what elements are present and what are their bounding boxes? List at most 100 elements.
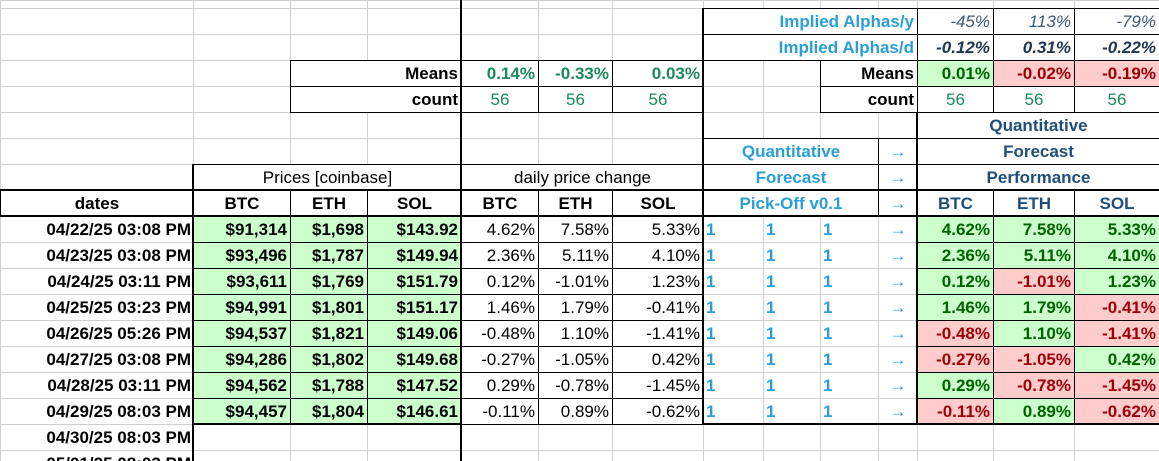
column-header: ETH xyxy=(993,190,1075,217)
price-change: -1.41% xyxy=(612,320,704,347)
pick: 1 xyxy=(766,375,776,395)
group-header: Forecast xyxy=(917,138,1159,165)
column-header: ETH xyxy=(290,190,368,217)
alpha-label: Implied Alphas/d xyxy=(703,34,918,61)
pick: 1 xyxy=(823,219,833,239)
performance: 5.11% xyxy=(993,242,1075,269)
price-change: 0.89% xyxy=(538,398,613,425)
pick: 1 xyxy=(766,271,776,291)
grid-line xyxy=(0,138,1159,139)
date: 04/24/25 03:11 PM xyxy=(47,271,191,291)
pick: 1 xyxy=(766,219,776,239)
border-line xyxy=(916,112,918,424)
summary-value: 56 xyxy=(993,86,1075,113)
summary-label: Means xyxy=(820,60,918,87)
date: 04/26/25 05:26 PM xyxy=(46,323,191,343)
price-change: 0.12% xyxy=(461,268,539,295)
pick: 1 xyxy=(706,245,716,265)
summary-value: -0.33% xyxy=(538,60,613,87)
pick: 1 xyxy=(706,401,716,421)
grid-line xyxy=(820,0,821,461)
group-header: Pick-Off v0.1 xyxy=(703,190,879,217)
performance: -0.78% xyxy=(993,372,1075,399)
price-change: -0.78% xyxy=(538,372,613,399)
border-line xyxy=(193,423,461,425)
price: $151.17 xyxy=(367,294,462,321)
performance: 1.23% xyxy=(1074,268,1159,295)
arrow: → xyxy=(889,375,907,395)
performance: 4.10% xyxy=(1074,242,1159,269)
group-header: daily price change xyxy=(461,164,704,191)
performance: -0.41% xyxy=(1074,294,1159,321)
column-header: SOL xyxy=(612,190,704,217)
price: $1,802 xyxy=(290,346,368,373)
alpha-value: -79% xyxy=(1074,8,1159,35)
grid-line xyxy=(0,0,1159,1)
price: $94,537 xyxy=(193,320,291,347)
grid-line xyxy=(0,8,1159,9)
price-change: 4.62% xyxy=(461,216,539,243)
group-header: Quantitative xyxy=(917,112,1159,139)
summary-value: 0.14% xyxy=(461,60,539,87)
price: $143.92 xyxy=(367,216,462,243)
alpha-value: 0.31% xyxy=(993,34,1075,61)
column-header: dates xyxy=(0,190,194,217)
price: $94,457 xyxy=(193,398,291,425)
performance: 1.10% xyxy=(993,320,1075,347)
price: $91,314 xyxy=(193,216,291,243)
price: $149.94 xyxy=(367,242,462,269)
group-header: Performance xyxy=(917,164,1159,191)
price-change: 1.23% xyxy=(612,268,704,295)
summary-label: Means xyxy=(290,60,462,87)
pick: 1 xyxy=(706,349,716,369)
price: $149.06 xyxy=(367,320,462,347)
border-line xyxy=(0,215,1159,217)
summary-value: 56 xyxy=(461,86,539,113)
price-change: 1.46% xyxy=(461,294,539,321)
date: 04/29/25 08:03 PM xyxy=(46,401,191,421)
price: $1,698 xyxy=(290,216,368,243)
pick: 1 xyxy=(766,323,776,343)
date: 04/27/25 03:08 PM xyxy=(46,349,191,369)
price-change: -0.27% xyxy=(461,346,539,373)
arrow: → xyxy=(889,271,907,291)
price-change: 4.10% xyxy=(612,242,704,269)
date: 05/01/25 08:03 PM xyxy=(0,450,194,461)
arrow: → xyxy=(878,164,918,191)
summary-value: 56 xyxy=(1074,86,1159,113)
performance: -0.62% xyxy=(1074,398,1159,425)
pick: 1 xyxy=(823,271,833,291)
summary-value: 56 xyxy=(538,86,613,113)
price: $1,804 xyxy=(290,398,368,425)
border-line xyxy=(0,189,1159,191)
date: 04/22/25 03:08 PM xyxy=(46,219,191,239)
performance: 0.12% xyxy=(917,268,994,295)
performance: -0.48% xyxy=(917,320,994,347)
performance: 4.62% xyxy=(917,216,994,243)
arrow: → xyxy=(889,401,907,421)
grid-line xyxy=(0,450,1159,451)
summary-value: 0.01% xyxy=(917,60,994,87)
arrow: → xyxy=(889,349,907,369)
performance: 5.33% xyxy=(1074,216,1159,243)
price: $146.61 xyxy=(367,398,462,425)
price: $1,821 xyxy=(290,320,368,347)
performance: 0.42% xyxy=(1074,346,1159,373)
price: $93,496 xyxy=(193,242,291,269)
summary-label: count xyxy=(290,86,462,113)
date: 04/23/25 03:08 PM xyxy=(46,245,191,265)
date: 04/28/25 03:11 PM xyxy=(47,375,191,395)
price: $1,769 xyxy=(290,268,368,295)
pick: 1 xyxy=(766,297,776,317)
price-change: -1.05% xyxy=(538,346,613,373)
border-line xyxy=(703,423,1159,425)
grid-line xyxy=(0,0,1,461)
price-change: 2.36% xyxy=(461,242,539,269)
column-header: BTC xyxy=(461,190,539,217)
price-change: 7.58% xyxy=(538,216,613,243)
alpha-label: Implied Alphas/y xyxy=(703,8,918,35)
arrow: → xyxy=(878,138,918,165)
performance: 7.58% xyxy=(993,216,1075,243)
pick: 1 xyxy=(706,271,716,291)
border-line xyxy=(192,164,194,461)
